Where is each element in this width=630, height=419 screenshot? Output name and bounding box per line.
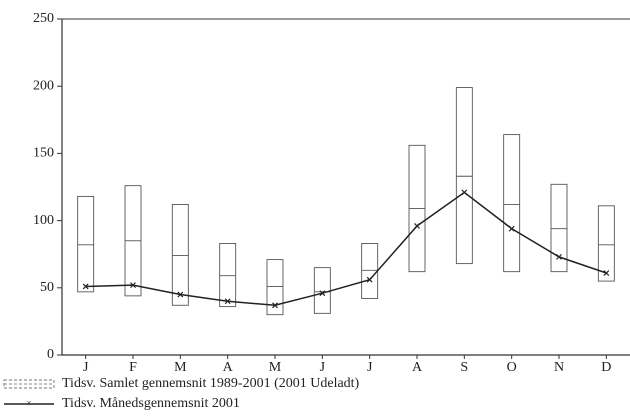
range-box <box>597 205 615 282</box>
range-box <box>219 242 237 308</box>
y-tick-label: 200 <box>33 78 54 93</box>
line-marker <box>556 253 562 260</box>
y-tick-label: 250 <box>33 11 54 26</box>
line-marker <box>224 298 231 305</box>
line-marker <box>272 302 278 309</box>
range-box <box>550 183 568 273</box>
y-tick-label: 0 <box>47 347 54 362</box>
legend-label: Tidsv. Månedsgennemsnit 2001 <box>62 396 240 411</box>
line-marker <box>130 282 136 289</box>
line-marker <box>603 270 610 276</box>
range-box <box>361 242 379 300</box>
x-tick-label: N <box>554 360 564 375</box>
range-box <box>503 134 521 273</box>
range-box <box>313 267 331 314</box>
x-tick-label: D <box>601 360 611 375</box>
x-tick-label: F <box>129 360 137 375</box>
range-box <box>266 259 284 316</box>
x-tick-label: M <box>269 360 282 375</box>
x-tick-label: S <box>460 360 468 375</box>
line-marker <box>177 291 184 298</box>
range-box <box>455 87 473 265</box>
line-series <box>85 191 607 307</box>
range-box <box>171 204 189 306</box>
line-marker <box>508 225 515 232</box>
line-marker <box>461 189 468 196</box>
x-tick-label: J <box>83 360 89 375</box>
line-marker <box>366 276 373 283</box>
line-marker <box>319 290 326 297</box>
x-tick-label: J <box>367 360 373 375</box>
x-tick-label: A <box>223 360 234 375</box>
legend-label: Tidsv. Samlet gennemsnit 1989-2001 (2001… <box>62 376 360 391</box>
y-tick-label: 50 <box>40 280 54 295</box>
x-tick-label: O <box>507 360 517 375</box>
y-tick-label: 100 <box>33 213 54 228</box>
x-tick-label: A <box>412 360 423 375</box>
line-marker <box>414 223 420 229</box>
line-marker <box>82 283 89 290</box>
legend: Tidsv. Samlet gennemsnit 1989-2001 (2001… <box>3 376 360 411</box>
range-box <box>77 195 95 293</box>
x-tick-label: J <box>320 360 326 375</box>
y-tick-label: 150 <box>33 146 54 161</box>
legend-marker: × <box>26 398 31 408</box>
x-tick-label: M <box>174 360 187 375</box>
